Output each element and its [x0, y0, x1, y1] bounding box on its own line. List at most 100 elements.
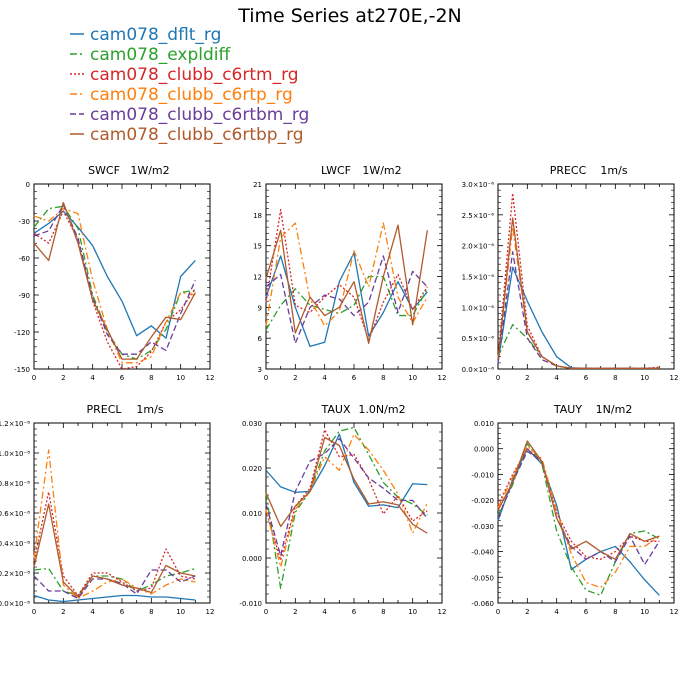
- plot-frame: [265, 183, 443, 370]
- series-line-cam078_clubb_c6rtm_rg: [265, 429, 428, 561]
- x-tick-label: 10: [176, 374, 185, 382]
- panel-tauy: TAUY 1N/m2 0 2 4 6 8 10 12 -0.060 -0.050 -0.040 -0.0…: [471, 403, 678, 616]
- x-tick-label: 10: [640, 608, 649, 616]
- series-group: [33, 449, 196, 603]
- y-tick-label: 0.010: [242, 510, 262, 518]
- x-tick-label: 10: [640, 374, 649, 382]
- x-tick-label: 6: [120, 374, 125, 382]
- x-tick-label: 10: [176, 608, 185, 616]
- y-tick-label: 0.020: [242, 465, 262, 473]
- series-line-cam078_clubb_c6rtbm_rg: [33, 204, 196, 355]
- x-tick-label: 0: [32, 608, 36, 616]
- series-group: [33, 201, 196, 370]
- legend-label: cam078_clubb_c6rtbp_rg: [90, 125, 304, 145]
- x-tick-label: 6: [352, 374, 357, 382]
- y-tick-label: 0.4×10⁻⁸: [0, 540, 30, 548]
- y-tick-label: 0.6×10⁻⁸: [0, 510, 30, 518]
- x-tick-label: 8: [381, 608, 385, 616]
- series-line-cam078_clubb_c6rtp_rg: [265, 222, 428, 327]
- y-tick-label: 0.8×10⁻⁸: [0, 480, 30, 488]
- x-tick-label: 2: [61, 374, 65, 382]
- series-line-cam078_clubb_c6rtm_rg: [497, 448, 660, 560]
- series-line-cam078_expldiff: [265, 426, 428, 590]
- legend-entry: cam078_clubb_c6rtbm_rg: [70, 105, 309, 125]
- x-tick-label: 4: [90, 374, 95, 382]
- x-tick-label: 4: [554, 608, 559, 616]
- plot-frame: [497, 183, 675, 370]
- series-line-cam078_clubb_c6rtp_rg: [33, 449, 196, 600]
- series-line-cam078_clubb_c6rtbp_rg: [33, 201, 196, 360]
- x-tick-label: 2: [525, 608, 529, 616]
- x-tick-label: 12: [670, 374, 679, 382]
- series-line-cam078_clubb_c6rtbp_rg: [265, 224, 428, 344]
- legend-label: cam078_expldiff: [90, 45, 232, 65]
- y-tick-label: -0.040: [471, 549, 494, 557]
- legend-label: cam078_clubb_c6rtm_rg: [90, 65, 299, 85]
- series-line-cam078_clubb_c6rtbp_rg: [497, 440, 660, 560]
- series-line-cam078_clubb_c6rtbp_rg: [265, 436, 428, 534]
- x-tick-label: 10: [408, 608, 417, 616]
- y-tick-label: 0.5×10⁻⁶: [462, 335, 495, 343]
- panel-units: 1m/s: [600, 164, 627, 177]
- panel-title: TAUY: [553, 403, 582, 416]
- panel-units: 1W/m2: [130, 164, 169, 177]
- y-tick-label: -0.010: [471, 471, 494, 479]
- x-tick-label: 12: [206, 608, 215, 616]
- series-line-cam078_clubb_c6rtp_rg: [497, 226, 660, 370]
- x-tick-label: 6: [584, 374, 589, 382]
- y-tick-label: 2.0×10⁻⁶: [462, 243, 495, 251]
- x-tick-label: 0: [496, 608, 500, 616]
- x-tick-label: 2: [61, 608, 65, 616]
- x-tick-label: 10: [408, 374, 417, 382]
- x-tick-label: 0: [32, 374, 36, 382]
- x-tick-label: 0: [264, 608, 268, 616]
- x-tick-label: 8: [613, 608, 617, 616]
- x-tick-label: 12: [438, 374, 447, 382]
- y-tick-label: 3.0×10⁻⁶: [462, 181, 495, 189]
- y-tick-label: -150: [14, 366, 30, 374]
- panel-title: TAUX: [321, 403, 351, 416]
- x-tick-label: 12: [438, 608, 447, 616]
- x-tick-label: 12: [670, 608, 679, 616]
- series-group: [497, 192, 660, 370]
- panel-title: PRECC: [550, 164, 587, 177]
- y-tick-label: 0.000: [242, 555, 262, 563]
- series-line-cam078_dflt_rg: [265, 252, 428, 348]
- series-line-cam078_dflt_rg: [265, 433, 428, 509]
- x-tick-label: 6: [120, 608, 125, 616]
- y-tick-label: 6: [258, 335, 263, 343]
- y-tick-label: 12: [253, 274, 262, 282]
- x-tick-label: 4: [554, 374, 559, 382]
- y-tick-label: -0.060: [471, 600, 494, 608]
- legend-label: cam078_clubb_c6rtbm_rg: [90, 105, 309, 125]
- x-tick-label: 4: [322, 374, 327, 382]
- series-line-cam078_clubb_c6rtbm_rg: [265, 255, 428, 344]
- x-tick-label: 2: [525, 374, 529, 382]
- y-tick-label: -0.020: [471, 497, 494, 505]
- legend-entry: cam078_dflt_rg: [70, 25, 221, 45]
- legend-label: cam078_dflt_rg: [90, 25, 221, 45]
- y-tick-label: 0.000: [474, 446, 494, 454]
- x-tick-label: 0: [264, 374, 268, 382]
- legend-entry: cam078_expldiff: [70, 45, 232, 65]
- series-group: [265, 426, 428, 590]
- series-line-cam078_clubb_c6rtbm_rg: [497, 251, 660, 370]
- y-tick-label: 0.030: [242, 420, 262, 428]
- panel-precc: PRECC 1m/s 0 2 4 6 8 10 12 0.0×10⁻⁶ 0.5×10⁻⁶ 1.0×10…: [462, 164, 679, 382]
- series-group: [265, 209, 428, 348]
- y-tick-label: 15: [253, 243, 262, 251]
- series-line-cam078_expldiff: [497, 442, 660, 596]
- series-line-cam078_clubb_c6rtbm_rg: [497, 450, 660, 566]
- series-line-cam078_clubb_c6rtbp_rg: [497, 217, 660, 370]
- y-tick-label: 1.2×10⁻⁸: [0, 420, 30, 428]
- series-line-cam078_dflt_rg: [33, 210, 196, 339]
- series-line-cam078_clubb_c6rtp_rg: [33, 208, 196, 364]
- series-line-cam078_clubb_c6rtp_rg: [497, 445, 660, 589]
- panel-title: SWCF: [88, 164, 120, 177]
- y-tick-label: -0.050: [471, 574, 494, 582]
- x-tick-label: 6: [584, 608, 589, 616]
- y-tick-label: -0.030: [471, 523, 494, 531]
- series-group: [497, 440, 660, 596]
- series-line-cam078_dflt_rg: [33, 594, 196, 603]
